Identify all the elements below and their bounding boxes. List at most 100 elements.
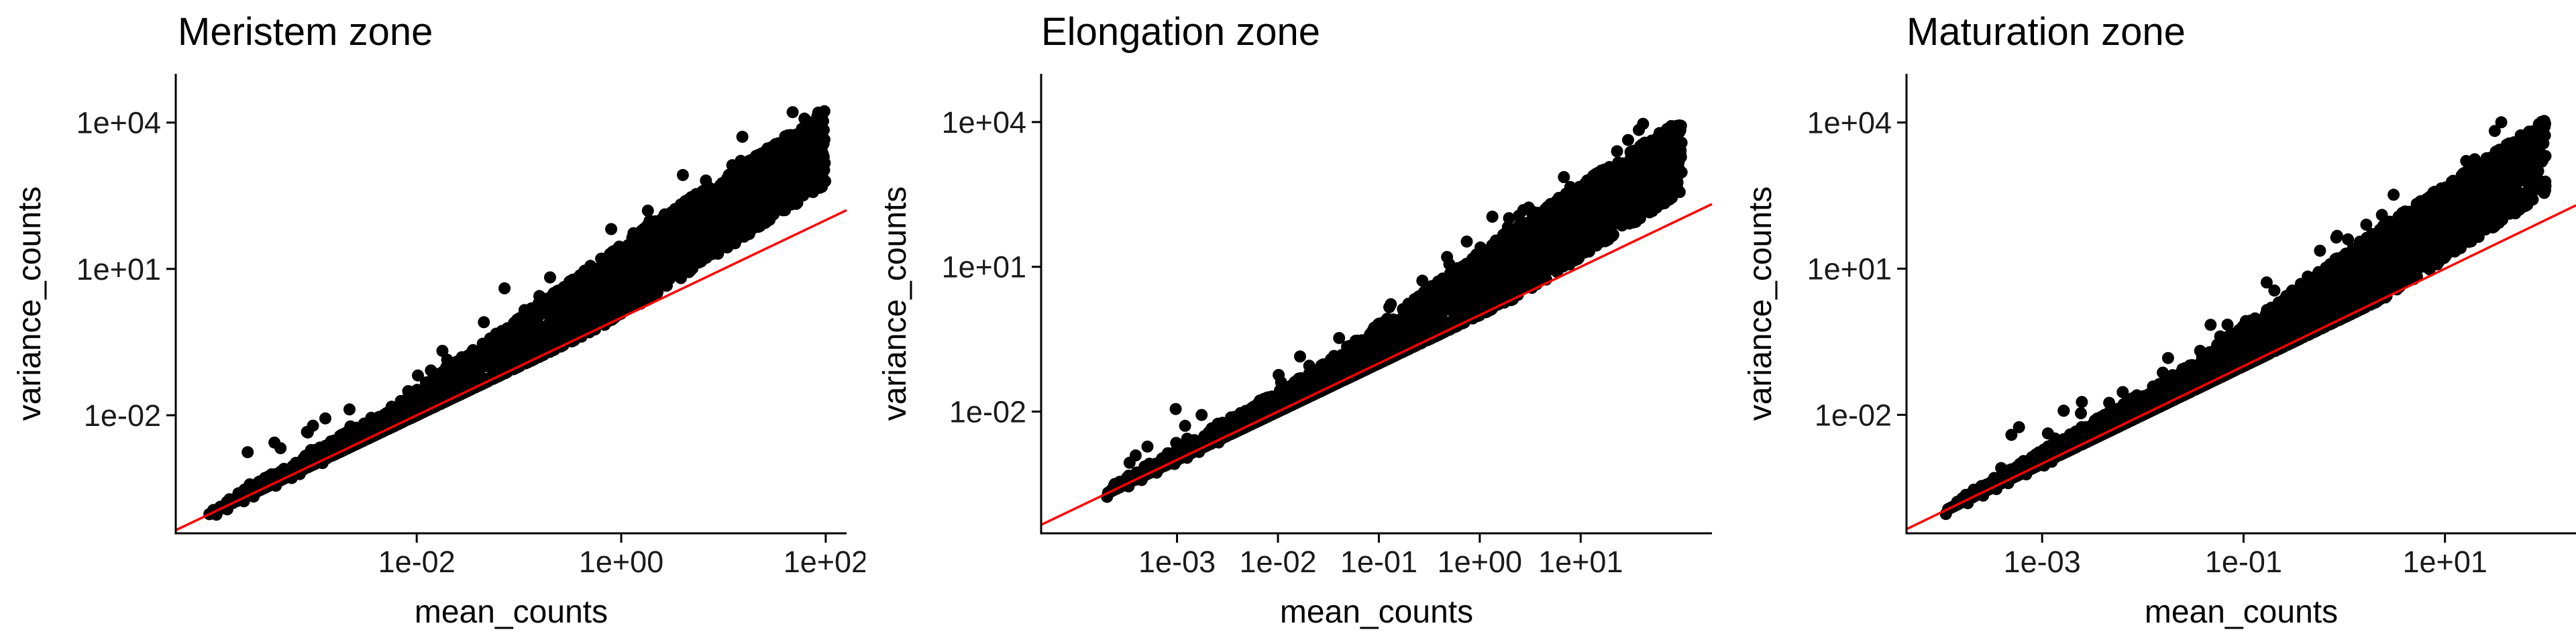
data-points-elongation xyxy=(1101,117,1688,503)
data-point xyxy=(315,444,327,457)
data-point xyxy=(521,313,534,325)
data-point xyxy=(633,255,645,268)
scatter-plot-elongation: 1e-03 1e-02 1e-01 1e+00 1e+011e-021e+011e+04… xyxy=(877,74,1713,630)
data-point xyxy=(814,179,826,192)
data-point xyxy=(693,256,706,269)
data-point xyxy=(733,193,745,206)
data-point xyxy=(454,371,467,384)
data-point xyxy=(303,454,316,467)
data-point xyxy=(818,105,830,117)
data-point xyxy=(413,388,425,400)
data-point xyxy=(670,261,683,274)
data-point xyxy=(1544,254,1556,267)
data-point xyxy=(549,326,561,339)
data-point xyxy=(720,223,733,235)
chart-title-elongation: Elongation zone xyxy=(1041,10,1320,54)
data-point xyxy=(716,235,729,248)
data-point xyxy=(688,191,701,203)
data-point xyxy=(447,385,460,398)
data-point xyxy=(268,436,281,449)
data-point xyxy=(647,215,659,228)
data-point xyxy=(598,260,611,272)
data-point xyxy=(1564,180,1576,193)
data-point xyxy=(587,269,600,282)
data-point xyxy=(1423,318,1436,331)
data-point xyxy=(742,205,755,218)
y-tick-label: 1e+01 xyxy=(76,252,161,286)
data-point xyxy=(763,189,775,202)
data-point xyxy=(472,356,484,368)
chart-title-meristem: Meristem zone xyxy=(178,10,433,54)
data-point xyxy=(1633,123,1645,136)
data-point xyxy=(702,228,715,241)
x-axis-title-meristem: mean_counts xyxy=(415,594,608,630)
data-point xyxy=(307,419,319,432)
data-point xyxy=(1433,321,1446,334)
data-point xyxy=(635,280,647,293)
data-point xyxy=(605,223,618,235)
data-point xyxy=(1669,160,1682,173)
data-point xyxy=(515,337,528,350)
data-point xyxy=(655,245,668,258)
data-point xyxy=(772,137,785,150)
reference-line-meristem xyxy=(176,209,847,531)
data-point xyxy=(786,106,799,119)
x-tick-label: 1e+02 xyxy=(784,545,865,579)
y-axis-title-meristem: variance_counts xyxy=(12,186,48,421)
data-point xyxy=(676,168,689,181)
data-point xyxy=(557,294,570,307)
data-point xyxy=(701,195,714,207)
data-point xyxy=(810,156,822,168)
data-point xyxy=(1405,327,1417,339)
data-point xyxy=(1611,145,1623,158)
data-point xyxy=(798,165,810,178)
data-point xyxy=(810,117,823,130)
data-point xyxy=(596,295,608,308)
data-point xyxy=(610,265,623,278)
data-point xyxy=(1141,440,1154,453)
data-point xyxy=(784,154,796,167)
data-point xyxy=(551,284,564,297)
data-point xyxy=(610,274,623,286)
data-point xyxy=(628,267,641,279)
y-tick-label: 1e+04 xyxy=(76,106,161,140)
data-point xyxy=(436,345,449,357)
data-point xyxy=(613,240,626,253)
data-point xyxy=(578,308,590,320)
data-point xyxy=(750,154,762,166)
x-tick-label: 1e+00 xyxy=(579,545,663,579)
data-point xyxy=(488,362,500,374)
data-point xyxy=(769,200,782,213)
scatter-plot-meristem: 1e-02 1e+00 1e+021e-021e+011e+04mean_count… xyxy=(12,74,865,630)
data-point xyxy=(566,282,579,294)
data-point xyxy=(241,446,254,459)
data-point xyxy=(796,185,809,198)
data-point xyxy=(1528,268,1541,280)
data-point xyxy=(717,182,730,195)
data-point xyxy=(1123,456,1136,469)
data-point xyxy=(433,383,445,395)
data-point xyxy=(1195,409,1208,421)
data-point xyxy=(566,305,578,318)
data-point xyxy=(733,162,746,174)
data-point xyxy=(559,331,572,344)
data-point xyxy=(725,174,738,187)
data-point xyxy=(544,271,556,284)
y-tick-label: 1e-02 xyxy=(84,398,161,433)
data-point xyxy=(647,229,659,242)
data-point xyxy=(351,421,364,434)
data-point xyxy=(1503,212,1515,225)
data-point xyxy=(1448,315,1461,327)
data-point xyxy=(343,403,356,416)
data-point xyxy=(493,333,506,346)
data-point xyxy=(702,206,714,218)
data-point xyxy=(688,212,700,224)
data-point xyxy=(1169,402,1182,415)
data-point xyxy=(1294,350,1306,363)
data-point xyxy=(1416,274,1429,287)
data-point xyxy=(678,206,691,219)
data-point xyxy=(1333,331,1346,344)
data-point xyxy=(1441,251,1454,264)
data-point xyxy=(522,323,535,336)
chart-panel-meristem: Meristem zone 1e-02 1e+00 1e+02 1e-02 1e+01 1… xyxy=(0,0,865,644)
